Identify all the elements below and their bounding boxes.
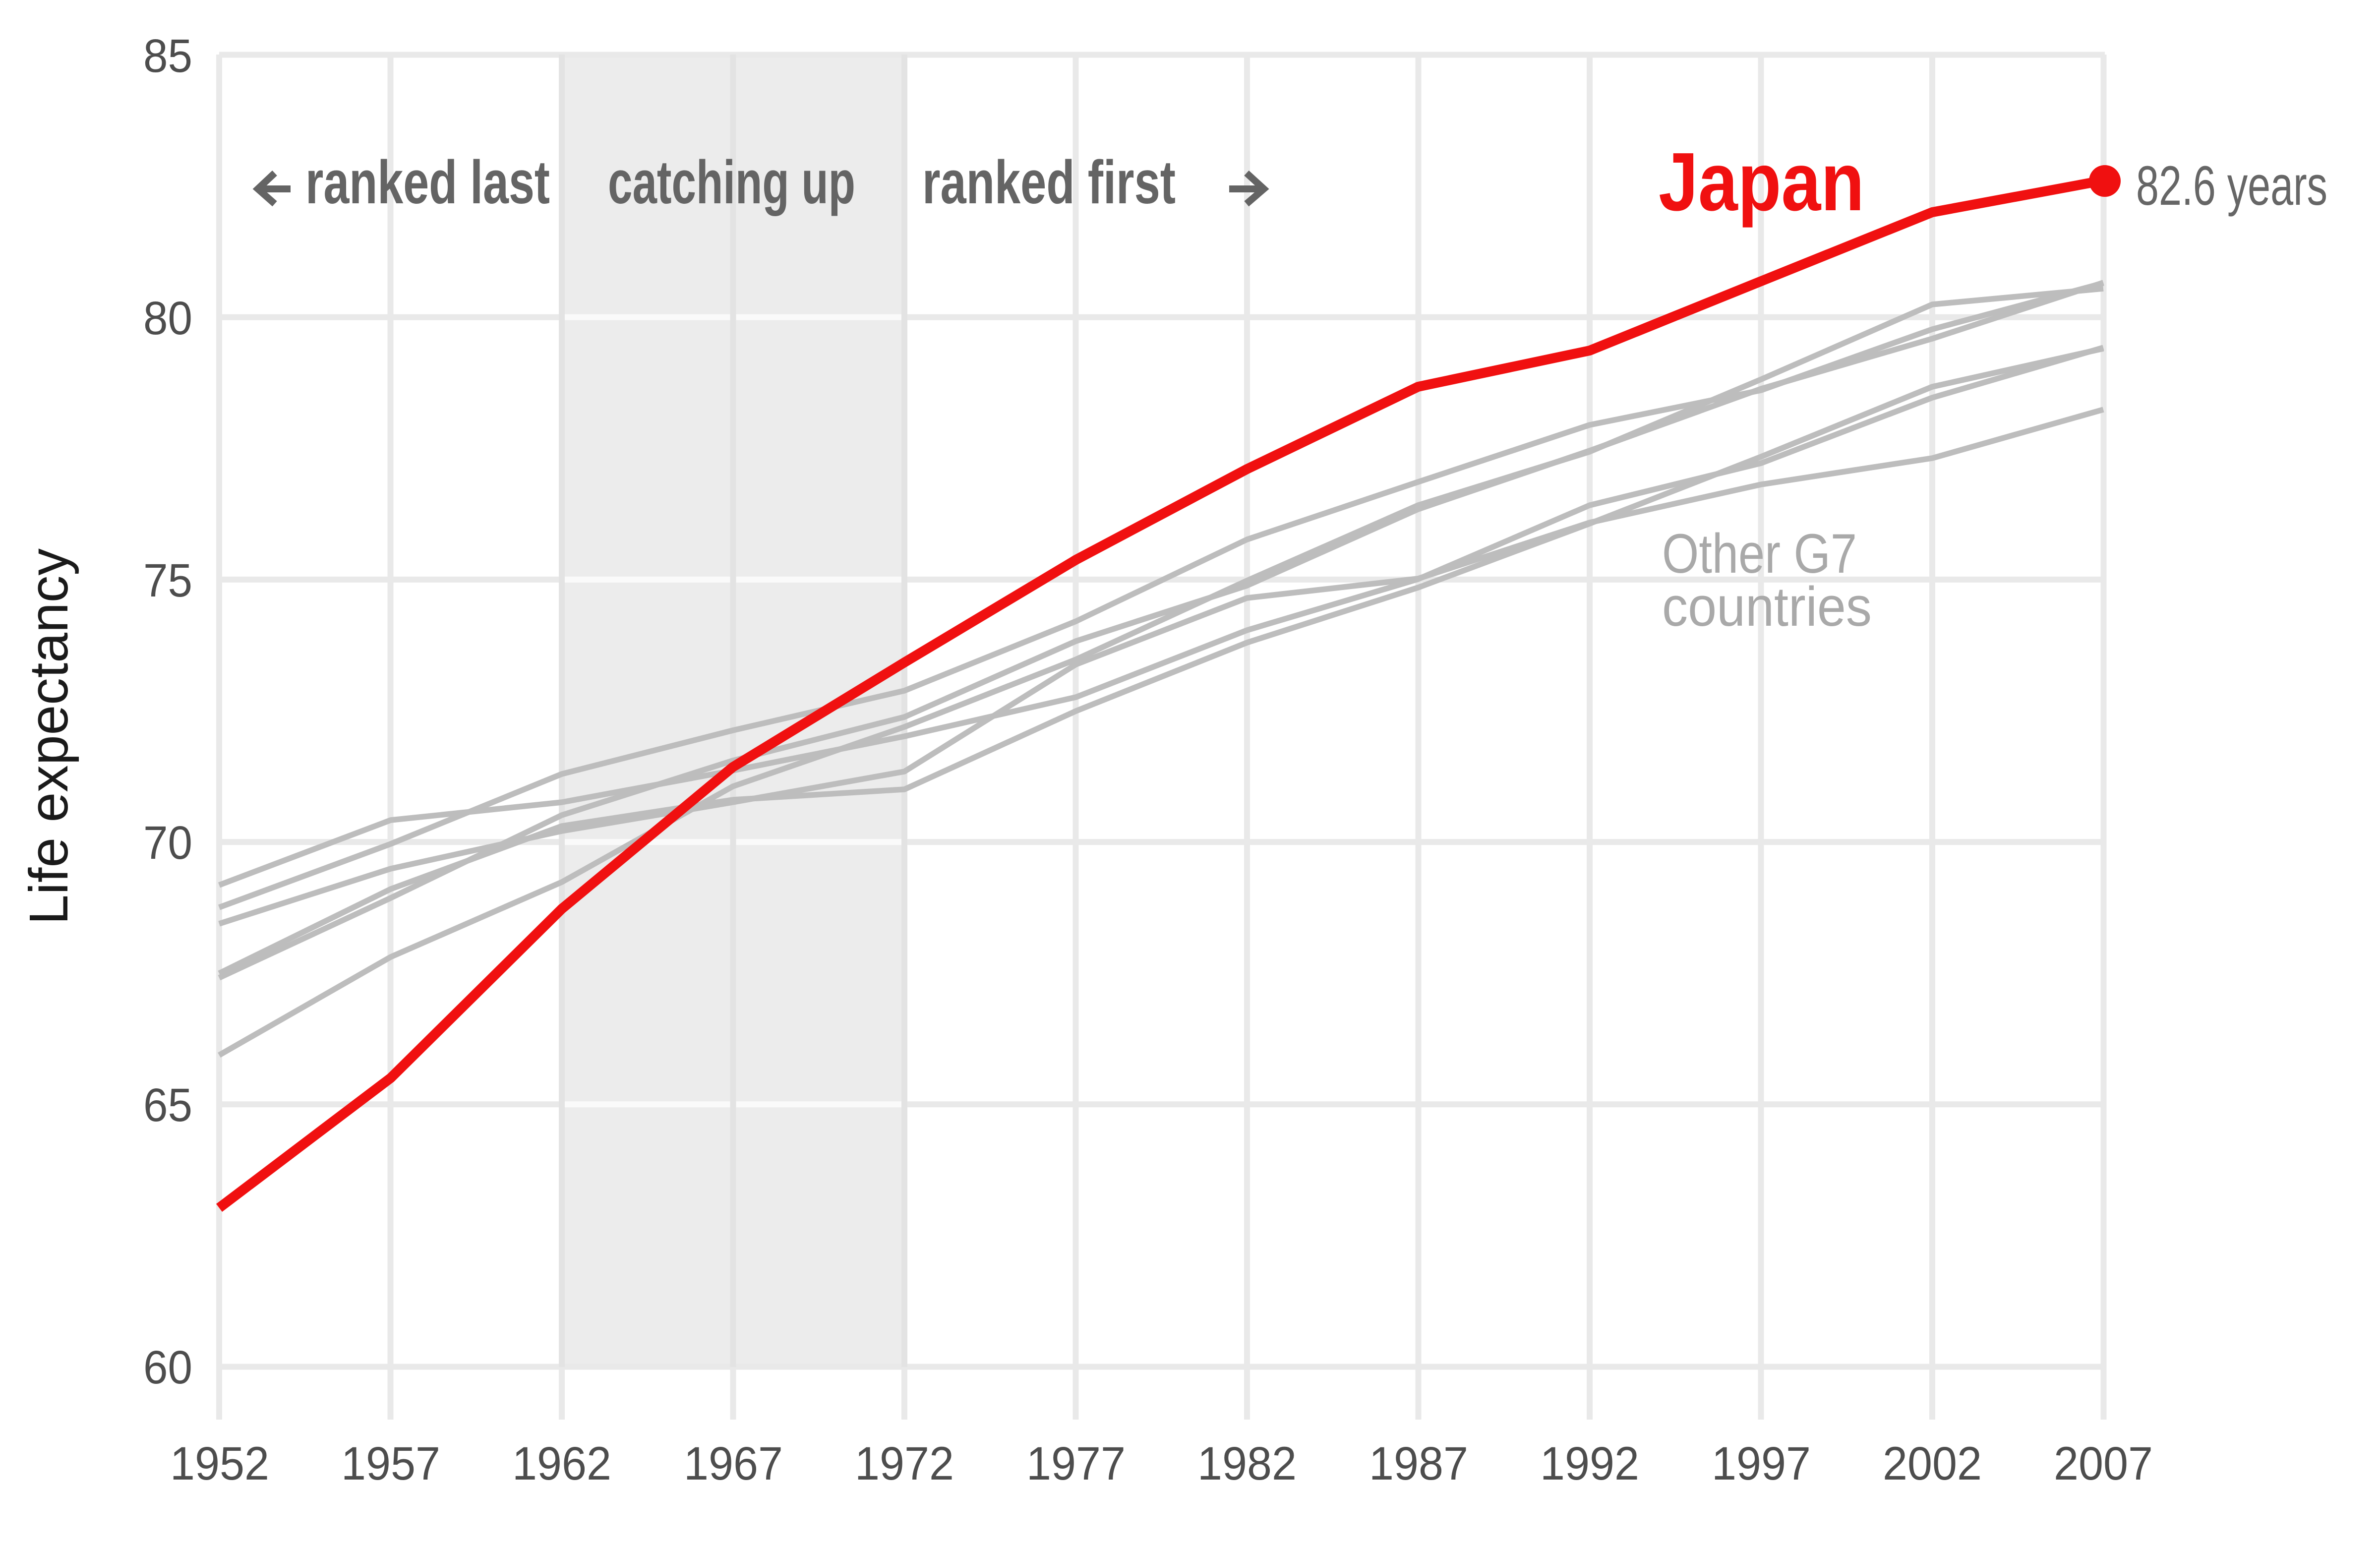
svg-text:2002: 2002 [1883,1437,1982,1490]
svg-text:60: 60 [143,1341,192,1394]
svg-text:65: 65 [143,1079,192,1131]
svg-text:82.6 years: 82.6 years [2136,155,2327,217]
svg-text:1957: 1957 [341,1437,440,1490]
svg-text:1972: 1972 [855,1437,954,1490]
svg-text:1962: 1962 [512,1437,611,1490]
svg-text:1992: 1992 [1540,1437,1639,1490]
svg-text:Japan: Japan [1659,136,1864,228]
svg-text:85: 85 [143,30,192,82]
svg-text:70: 70 [143,817,192,869]
svg-text:countries: countries [1662,576,1872,638]
svg-text:75: 75 [143,554,192,607]
svg-text:catching up: catching up [608,149,855,217]
svg-text:Life expectancy: Life expectancy [18,548,79,925]
svg-text:1987: 1987 [1369,1437,1468,1490]
svg-text:1982: 1982 [1197,1437,1297,1490]
svg-text:ranked first: ranked first [922,149,1176,217]
svg-text:Other G7: Other G7 [1662,523,1857,585]
svg-text:1997: 1997 [1712,1437,1811,1490]
svg-text:1967: 1967 [684,1437,783,1490]
svg-text:80: 80 [143,292,192,345]
svg-text:1952: 1952 [170,1437,269,1490]
svg-text:1977: 1977 [1026,1437,1126,1490]
svg-text:2007: 2007 [2054,1437,2153,1490]
svg-text:ranked last: ranked last [305,149,550,217]
